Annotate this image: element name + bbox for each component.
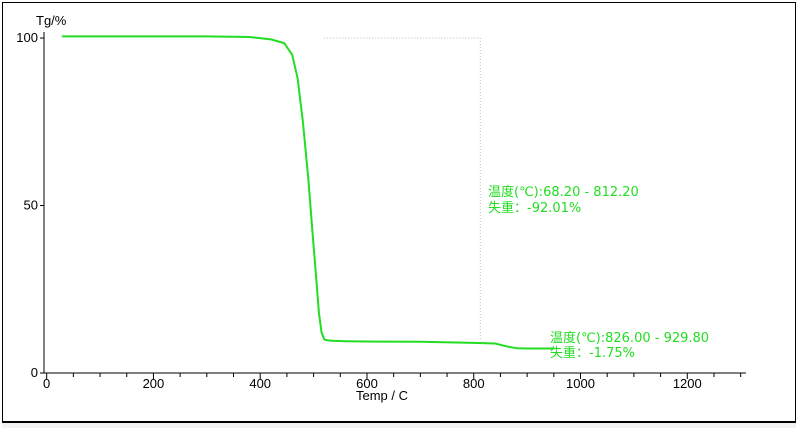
x-tick-label: 600 bbox=[356, 376, 378, 391]
x-tick-label: 0 bbox=[43, 376, 50, 391]
chart-frame bbox=[2, 2, 796, 422]
annotation-2-loss: 失重：-1.75% bbox=[550, 345, 635, 361]
annotation-1-loss: 失重：-92.01% bbox=[488, 200, 581, 216]
annotation-1-range: 温度(℃):68.20 - 812.20 bbox=[488, 184, 639, 200]
y-tick-label: 0 bbox=[31, 365, 38, 380]
annotation-2-range: 温度(℃):826.00 - 929.80 bbox=[550, 330, 709, 346]
x-tick-label: 1200 bbox=[673, 376, 702, 391]
annotation-guides bbox=[324, 37, 481, 341]
y-axis-ticks: 0 50 100 bbox=[16, 30, 44, 380]
x-tick-label: 1000 bbox=[566, 376, 595, 391]
y-tick-label: 50 bbox=[24, 198, 38, 213]
x-tick-label: 400 bbox=[249, 376, 271, 391]
x-tick-label: 200 bbox=[143, 376, 165, 391]
bottom-strip bbox=[2, 422, 796, 428]
x-tick-label: 800 bbox=[463, 376, 485, 391]
series-layer bbox=[61, 35, 555, 350]
x-axis-ticks: 0 200 400 600 800 1000 1200 bbox=[43, 373, 742, 391]
y-axis-label: Tg/% bbox=[36, 13, 67, 28]
axes bbox=[43, 32, 746, 374]
annotation-guide-box bbox=[324, 37, 481, 341]
x-axis-label: Temp / C bbox=[356, 388, 408, 403]
y-tick-label: 100 bbox=[16, 30, 38, 45]
tga-curve bbox=[61, 35, 555, 350]
